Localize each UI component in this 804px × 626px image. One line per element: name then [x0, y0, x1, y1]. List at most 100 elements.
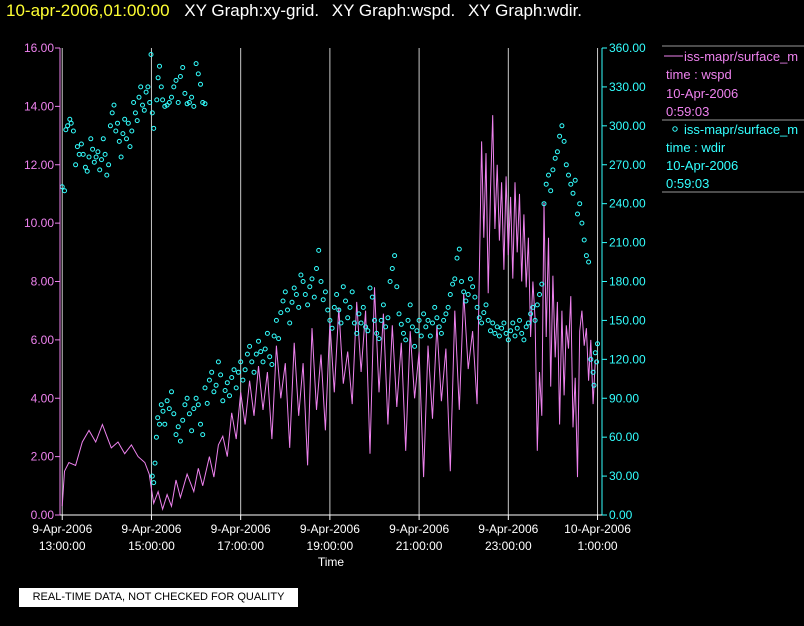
wdir-point	[175, 100, 181, 105]
wdir-point	[483, 302, 489, 308]
wdir-point	[454, 255, 460, 261]
wdir-point	[514, 325, 520, 331]
wdir-point	[149, 110, 155, 116]
wdir-point	[554, 149, 560, 155]
wdir-point	[147, 100, 153, 105]
wdir-point	[251, 369, 257, 375]
wdir-point	[360, 304, 366, 310]
legend-wdir-marker	[672, 126, 678, 132]
wdir-point	[517, 317, 522, 323]
wdir-point	[125, 120, 131, 126]
wdir-point	[456, 246, 462, 252]
wdir-point	[331, 304, 337, 310]
wdir-point	[264, 330, 270, 336]
wdir-point	[385, 315, 391, 321]
wdir-point	[530, 304, 536, 310]
wdir-point	[541, 201, 547, 207]
wdir-point	[171, 411, 177, 417]
wdir-point	[260, 359, 266, 365]
wdir-point	[285, 307, 290, 313]
wdir-point	[186, 100, 192, 105]
x-axis-label: Time	[318, 555, 345, 569]
wdir-point	[470, 284, 476, 290]
wdir-point	[427, 333, 433, 339]
wdir-point	[289, 299, 295, 305]
wdir-point	[338, 320, 344, 326]
wdir-point	[548, 188, 554, 194]
wdir-point	[158, 84, 164, 90]
wdir-point	[107, 123, 113, 129]
wdir-point	[115, 120, 120, 126]
wdir-point	[141, 107, 147, 113]
wdir-point	[177, 74, 183, 79]
wdir-point	[594, 359, 600, 365]
wdir-point	[481, 310, 487, 316]
wdir-point	[318, 279, 324, 284]
wdir-point	[155, 75, 161, 81]
wdir-point	[372, 317, 377, 323]
wdir-point	[369, 294, 375, 300]
wdir-point	[307, 284, 313, 290]
wdir-point	[182, 402, 188, 408]
wdir-point	[343, 298, 348, 304]
wdir-point	[389, 266, 395, 271]
grid-layer	[61, 48, 599, 515]
wdir-point	[559, 123, 565, 129]
y-left-tick-label: 6.00	[31, 333, 55, 347]
wdir-point	[90, 146, 96, 152]
wdir-point	[211, 389, 217, 395]
wdir-point	[238, 359, 244, 365]
wdir-point	[282, 289, 288, 295]
wdir-point	[490, 320, 496, 326]
wdir-point	[73, 162, 79, 168]
wdir-point	[591, 382, 597, 388]
y-left-tick-label: 14.00	[24, 99, 54, 113]
y-right-tick-label: 330.00	[609, 80, 646, 94]
wdir-point	[195, 402, 201, 408]
wdir-point	[116, 138, 122, 144]
wdir-point	[82, 164, 88, 170]
wdir-point	[496, 333, 502, 339]
wdir-point	[132, 110, 138, 116]
wdir-point	[499, 325, 505, 331]
wdir-point	[186, 411, 192, 417]
wdir-point	[432, 304, 438, 310]
wdir-point	[152, 460, 158, 466]
wdir-point	[485, 317, 491, 323]
wdir-point	[102, 151, 108, 157]
wdir-point	[392, 253, 398, 259]
wdir-point	[213, 382, 219, 388]
wdir-point	[202, 385, 208, 391]
y-right-tick-label: 210.00	[609, 236, 646, 250]
wdir-point	[438, 330, 444, 336]
wdir-point	[175, 424, 181, 430]
wdir-point	[363, 324, 369, 330]
wdir-point	[65, 123, 71, 129]
y-left-tick-label: 4.00	[31, 391, 55, 405]
wdir-point	[280, 298, 286, 304]
wdir-point	[465, 292, 471, 297]
wdir-point	[118, 154, 124, 160]
wdir-point	[100, 136, 106, 142]
wdir-point	[581, 237, 587, 243]
wdir-point	[220, 398, 226, 404]
wdir-point	[120, 131, 126, 137]
wdir-point	[143, 89, 149, 95]
wdir-point	[418, 333, 424, 339]
wdir-point	[231, 367, 237, 373]
wdir-point	[590, 369, 596, 375]
wdir-point	[249, 359, 255, 365]
wdir-point	[311, 294, 317, 300]
wdir-point	[537, 292, 542, 297]
wdir-point	[412, 343, 418, 349]
y-right-tick-label: 270.00	[609, 158, 646, 172]
wdir-point	[104, 172, 110, 178]
x-tick-label-date: 9-Apr-2006	[32, 522, 92, 536]
wdir-point	[153, 434, 159, 440]
wdir-point	[62, 188, 67, 194]
wdir-point	[157, 421, 162, 427]
wdir-point	[365, 328, 371, 334]
wdir-point	[95, 149, 101, 155]
wdir-point	[169, 389, 174, 395]
quality-disclaimer: REAL-TIME DATA, NOT CHECKED FOR QUALITY	[19, 588, 298, 607]
